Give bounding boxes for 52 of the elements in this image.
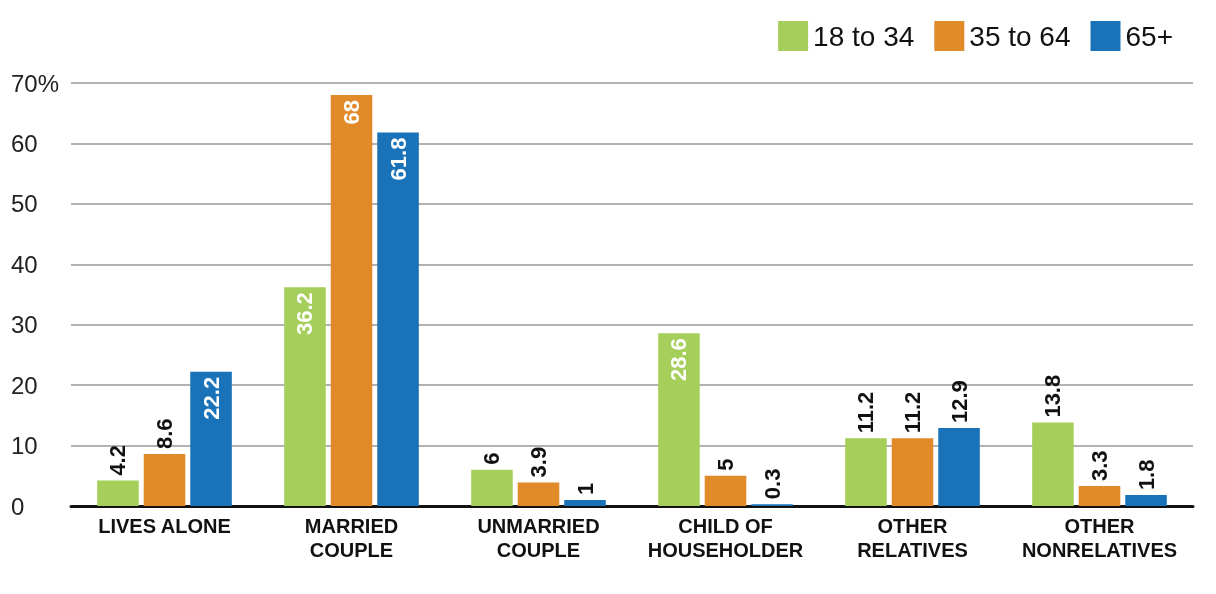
y-tick-label: 30 [11, 311, 38, 339]
y-tick-label: 10 [11, 432, 38, 460]
x-tick-label: LIVES ALONE [98, 515, 231, 537]
y-tick-label: 60 [11, 129, 38, 157]
bar [284, 287, 326, 506]
data-label: 0.3 [759, 468, 785, 500]
bar [845, 438, 887, 506]
bar [143, 454, 186, 506]
x-tick-label: CHILD OF HOUSEHOLDER [647, 515, 804, 561]
y-tick-label: 40 [11, 250, 38, 278]
y-tick-label: 70% [11, 69, 60, 97]
bar [97, 480, 139, 506]
bar [564, 499, 606, 506]
legend-label: 65+ [1125, 20, 1173, 52]
y-tick-label: 20 [11, 371, 38, 399]
data-label: 3.9 [526, 446, 551, 478]
data-label: 4.2 [105, 445, 131, 476]
x-tick-label: MARRIED COUPLE [304, 515, 399, 561]
data-label: 3.3 [1087, 450, 1112, 482]
data-label: 68 [339, 100, 364, 125]
bar [330, 95, 373, 506]
bar [471, 469, 513, 506]
legend-label: 35 to 64 [969, 20, 1071, 52]
data-label: 11.2 [853, 391, 879, 434]
data-label: 8.6 [152, 418, 177, 450]
data-label: 11.2 [900, 391, 925, 434]
bar [938, 428, 980, 506]
y-tick-label: 0 [11, 492, 25, 520]
data-label: 5 [713, 458, 738, 471]
y-tick-label: 50 [11, 190, 38, 218]
data-label: 36.2 [292, 292, 318, 336]
bar [704, 475, 747, 506]
bar [1078, 486, 1121, 506]
bar [517, 482, 560, 506]
x-tick-label: UNMARRIED COUPLE [477, 515, 600, 561]
bar [1032, 422, 1074, 506]
x-tick-label: OTHER NONRELATIVES [1021, 515, 1178, 561]
data-label: 6 [479, 452, 505, 465]
bar [190, 371, 232, 506]
data-label: 28.6 [666, 338, 692, 381]
bar [658, 333, 700, 506]
data-label: 1 [572, 482, 598, 495]
data-label: 22.2 [198, 376, 224, 420]
bar [891, 438, 934, 506]
legend-label: 18 to 34 [813, 20, 915, 52]
data-label: 61.8 [385, 137, 411, 181]
bar [377, 132, 419, 506]
bar [1125, 495, 1167, 506]
data-label: 1.8 [1133, 459, 1159, 491]
data-label: 13.8 [1040, 374, 1066, 418]
x-tick-label: OTHER RELATIVES [857, 515, 968, 561]
data-label: 12.9 [946, 380, 972, 424]
